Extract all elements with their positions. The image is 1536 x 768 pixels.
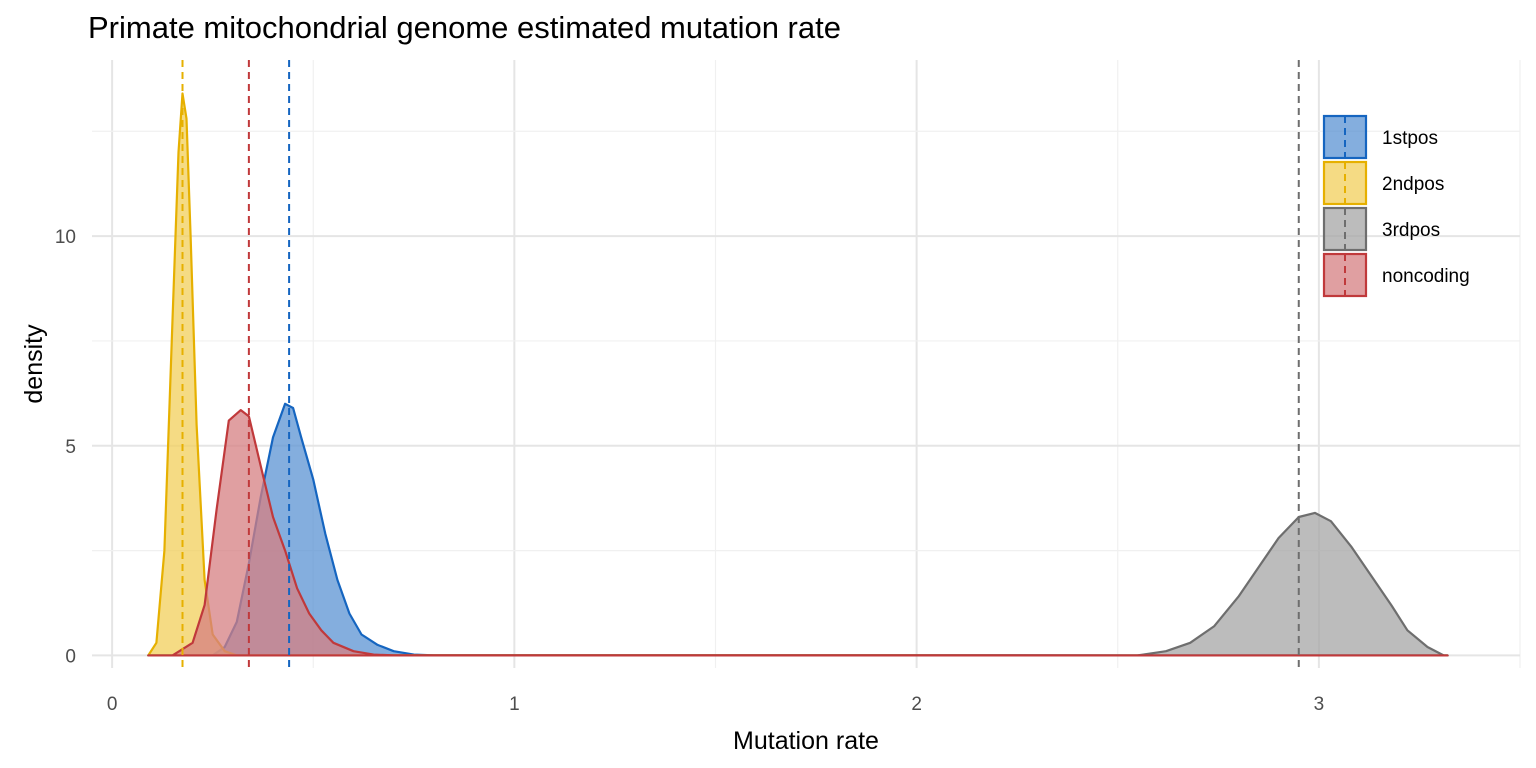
x-tick-label: 2 (911, 694, 922, 715)
legend-label-3rdpos: 3rdpos (1382, 220, 1440, 241)
legend-label-noncoding: noncoding (1382, 266, 1470, 287)
y-axis-title: density (20, 324, 48, 404)
x-axis-title: Mutation rate (733, 727, 879, 755)
legend-item-2ndpos: 2ndpos (1322, 160, 1444, 206)
mean-lines (181, 60, 1300, 668)
density-area-2ndpos (147, 92, 1449, 657)
x-tick-label: 1 (509, 694, 520, 715)
y-tick-label: 10 (55, 227, 76, 248)
x-tick-labels: 0 1 2 3 (107, 694, 1324, 715)
y-tick-labels: 0 5 10 (55, 227, 76, 667)
density-areas (147, 92, 1449, 657)
legend-item-noncoding: noncoding (1322, 252, 1470, 298)
legend: 1stpos 2ndpos 3rdpos noncoding (1322, 114, 1470, 298)
density-area-noncoding (147, 409, 1449, 657)
x-tick-label: 0 (107, 694, 118, 715)
x-tick-label: 3 (1314, 694, 1325, 715)
y-tick-label: 5 (65, 437, 76, 458)
y-tick-label: 0 (65, 646, 76, 667)
legend-item-3rdpos: 3rdpos (1322, 206, 1440, 252)
density-area-3rdpos (147, 511, 1449, 657)
legend-label-1stpos: 1stpos (1382, 128, 1438, 149)
legend-label-2ndpos: 2ndpos (1382, 174, 1444, 195)
chart-title: Primate mitochondrial genome estimated m… (88, 10, 841, 45)
legend-item-1stpos: 1stpos (1322, 114, 1438, 160)
